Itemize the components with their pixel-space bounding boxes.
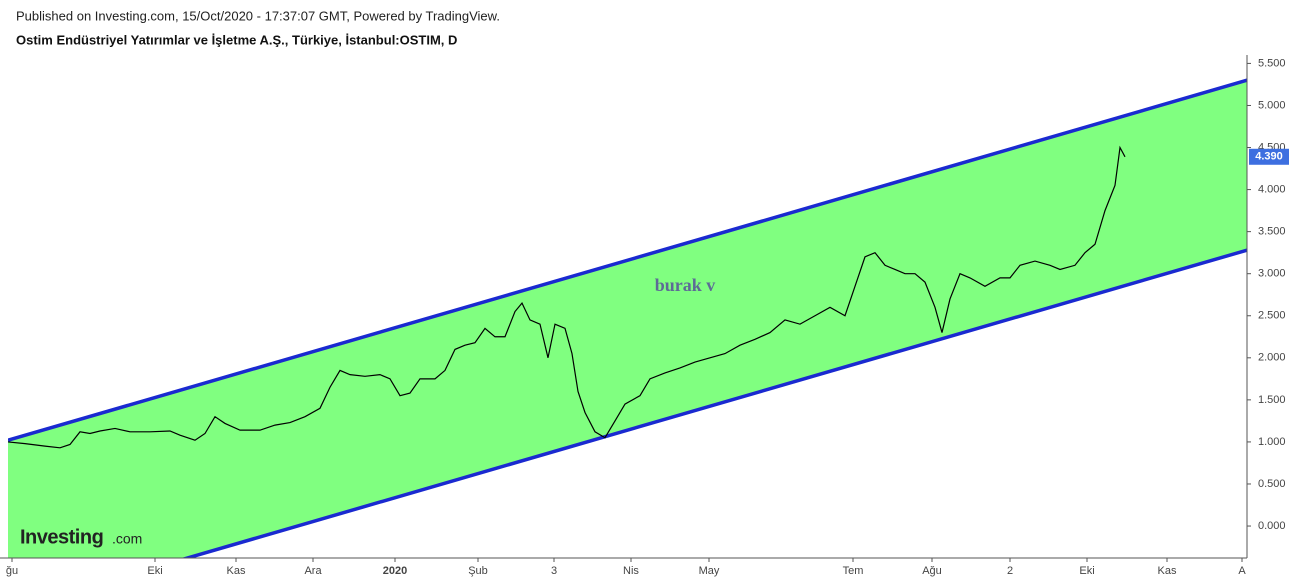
plot-area: burak v	[8, 78, 1247, 558]
y-tick-label: 5.000	[1258, 99, 1286, 111]
x-tick-label: ğu	[6, 565, 18, 577]
x-tick-label: Kas	[227, 565, 246, 577]
published-note: Published on Investing.com, 15/Oct/2020 …	[16, 8, 500, 23]
y-tick-label: 3.000	[1258, 268, 1286, 280]
y-tick-label: 3.500	[1258, 226, 1286, 238]
x-tick-label: Ara	[304, 565, 322, 577]
price-label-box	[1249, 148, 1289, 165]
channel-lower	[181, 248, 1247, 558]
x-tick-label: Kas	[1158, 565, 1177, 577]
channel-fill	[8, 80, 1247, 558]
y-tick-label: 0.000	[1258, 520, 1286, 532]
x-tick-label: 2	[1007, 565, 1013, 577]
axes: 0.000 0.500 1.000 1.500 2.000 2.500 3.000 3.500…	[6, 57, 1289, 577]
logo-suffix: .com	[112, 531, 142, 547]
y-tick-label: 1.500	[1258, 394, 1286, 406]
x-tick-label: Eki	[1079, 565, 1094, 577]
x-tick-label: A	[1238, 565, 1246, 577]
instrument-title: Ostim Endüstriyel Yatırımlar ve İşletme …	[16, 32, 457, 47]
x-tick-label: Eki	[147, 565, 162, 577]
y-tick-label: 1.000	[1258, 436, 1286, 448]
x-tick-label: 3	[551, 565, 557, 577]
logo-brand: Investing	[20, 526, 103, 548]
y-tick-label: 0.500	[1258, 478, 1286, 490]
x-tick-label: Şub	[468, 565, 488, 577]
price-label: 4.390	[1255, 151, 1283, 163]
x-tick-label: Tem	[843, 565, 864, 577]
x-tick-label: Nis	[623, 565, 639, 577]
y-tick-label: 5.500	[1258, 57, 1286, 69]
price-line	[8, 145, 1126, 449]
y-tick-label: 4.000	[1258, 183, 1286, 195]
channel-upper	[8, 78, 1247, 442]
annotation: burak v	[655, 275, 716, 295]
x-tick-label: Ağu	[922, 565, 942, 577]
y-tick-label: 2.500	[1258, 310, 1286, 322]
x-tick-label: 2020	[383, 565, 407, 577]
x-tick-label: May	[699, 565, 720, 577]
y-tick-label: 2.000	[1258, 352, 1286, 364]
